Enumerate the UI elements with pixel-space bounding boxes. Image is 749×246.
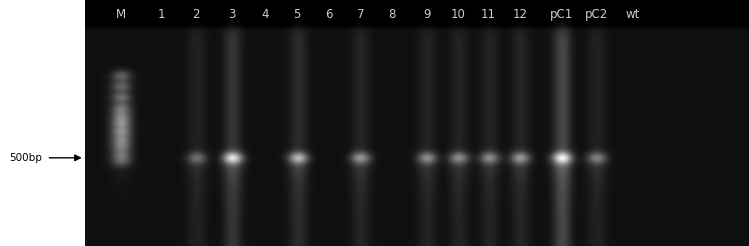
Text: 8: 8 <box>388 8 395 21</box>
Text: wt: wt <box>625 8 640 21</box>
Text: 11: 11 <box>481 8 496 21</box>
Text: pC1: pC1 <box>550 8 573 21</box>
Text: 1: 1 <box>157 8 165 21</box>
Text: M: M <box>116 8 127 21</box>
Text: 9: 9 <box>423 8 431 21</box>
Text: 4: 4 <box>261 8 269 21</box>
Text: 5: 5 <box>294 8 301 21</box>
Text: 12: 12 <box>512 8 527 21</box>
Text: 500bp: 500bp <box>10 153 42 163</box>
Text: 2: 2 <box>192 8 200 21</box>
Text: pC2: pC2 <box>584 8 608 21</box>
Text: 10: 10 <box>451 8 465 21</box>
Text: 6: 6 <box>325 8 333 21</box>
Text: 7: 7 <box>357 8 364 21</box>
Text: 3: 3 <box>228 8 236 21</box>
